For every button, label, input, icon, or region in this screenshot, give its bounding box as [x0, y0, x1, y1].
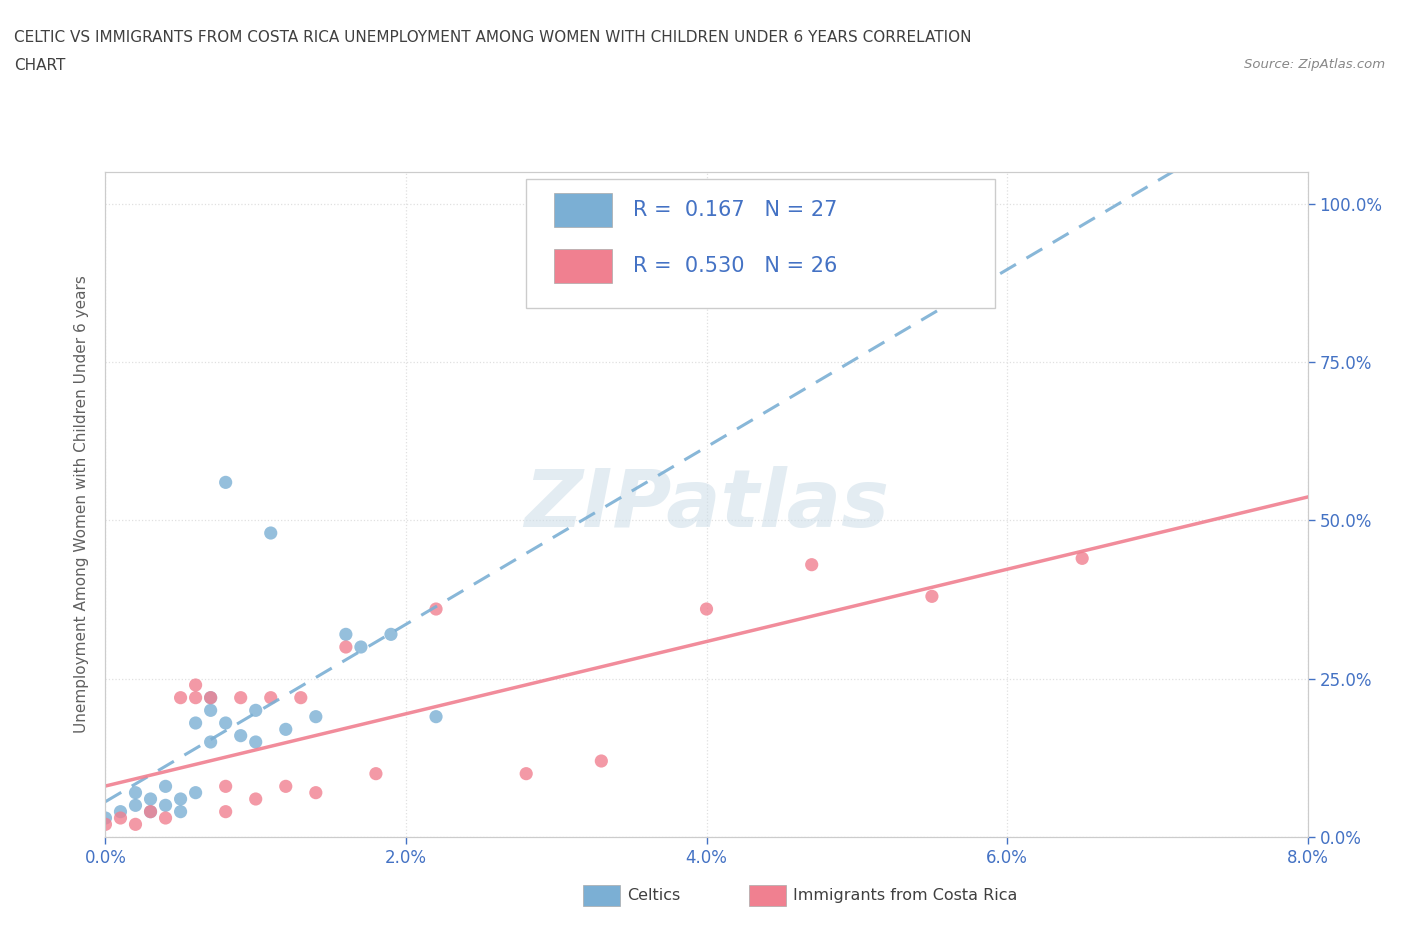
- Point: [245, 735, 267, 750]
- Bar: [554, 193, 612, 227]
- Point: [921, 589, 943, 604]
- Text: Celtics: Celtics: [627, 888, 681, 903]
- Point: [245, 791, 267, 806]
- Point: [169, 690, 191, 705]
- Point: [94, 817, 117, 831]
- Point: [110, 811, 132, 826]
- Point: [425, 602, 447, 617]
- Point: [155, 811, 177, 826]
- Point: [200, 703, 222, 718]
- Text: ZIPatlas: ZIPatlas: [524, 466, 889, 543]
- Text: CHART: CHART: [14, 58, 66, 73]
- Point: [110, 804, 132, 819]
- Point: [214, 779, 236, 794]
- Point: [124, 817, 146, 831]
- Point: [214, 804, 236, 819]
- Point: [1071, 551, 1094, 565]
- Point: [200, 690, 222, 705]
- Point: [245, 703, 267, 718]
- Point: [425, 710, 447, 724]
- Point: [200, 690, 222, 705]
- Point: [139, 804, 162, 819]
- Point: [364, 766, 387, 781]
- Point: [155, 798, 177, 813]
- Text: Source: ZipAtlas.com: Source: ZipAtlas.com: [1244, 58, 1385, 71]
- Point: [169, 791, 191, 806]
- Point: [350, 640, 373, 655]
- Point: [169, 804, 191, 819]
- Point: [696, 602, 718, 617]
- Point: [184, 785, 207, 800]
- FancyBboxPatch shape: [526, 179, 995, 309]
- Point: [380, 627, 402, 642]
- Point: [184, 690, 207, 705]
- Y-axis label: Unemployment Among Women with Children Under 6 years: Unemployment Among Women with Children U…: [75, 275, 90, 734]
- Point: [335, 627, 357, 642]
- Point: [229, 728, 252, 743]
- Point: [184, 715, 207, 730]
- Point: [214, 475, 236, 490]
- Point: [800, 557, 823, 572]
- Point: [139, 791, 162, 806]
- Point: [260, 690, 283, 705]
- Text: CELTIC VS IMMIGRANTS FROM COSTA RICA UNEMPLOYMENT AMONG WOMEN WITH CHILDREN UNDE: CELTIC VS IMMIGRANTS FROM COSTA RICA UNE…: [14, 30, 972, 45]
- Point: [274, 779, 297, 794]
- Text: R =  0.530   N = 26: R = 0.530 N = 26: [633, 256, 838, 276]
- Point: [200, 735, 222, 750]
- Bar: [554, 248, 612, 283]
- Point: [184, 678, 207, 693]
- Point: [290, 690, 312, 705]
- Point: [335, 640, 357, 655]
- Point: [229, 690, 252, 705]
- Point: [515, 766, 537, 781]
- Point: [124, 798, 146, 813]
- Point: [94, 811, 117, 826]
- Point: [139, 804, 162, 819]
- Point: [214, 715, 236, 730]
- Point: [305, 785, 328, 800]
- Point: [155, 779, 177, 794]
- Point: [305, 710, 328, 724]
- Point: [124, 785, 146, 800]
- Text: R =  0.167   N = 27: R = 0.167 N = 27: [633, 200, 838, 220]
- Point: [260, 525, 283, 540]
- Point: [591, 753, 613, 768]
- Point: [274, 722, 297, 737]
- Text: Immigrants from Costa Rica: Immigrants from Costa Rica: [793, 888, 1018, 903]
